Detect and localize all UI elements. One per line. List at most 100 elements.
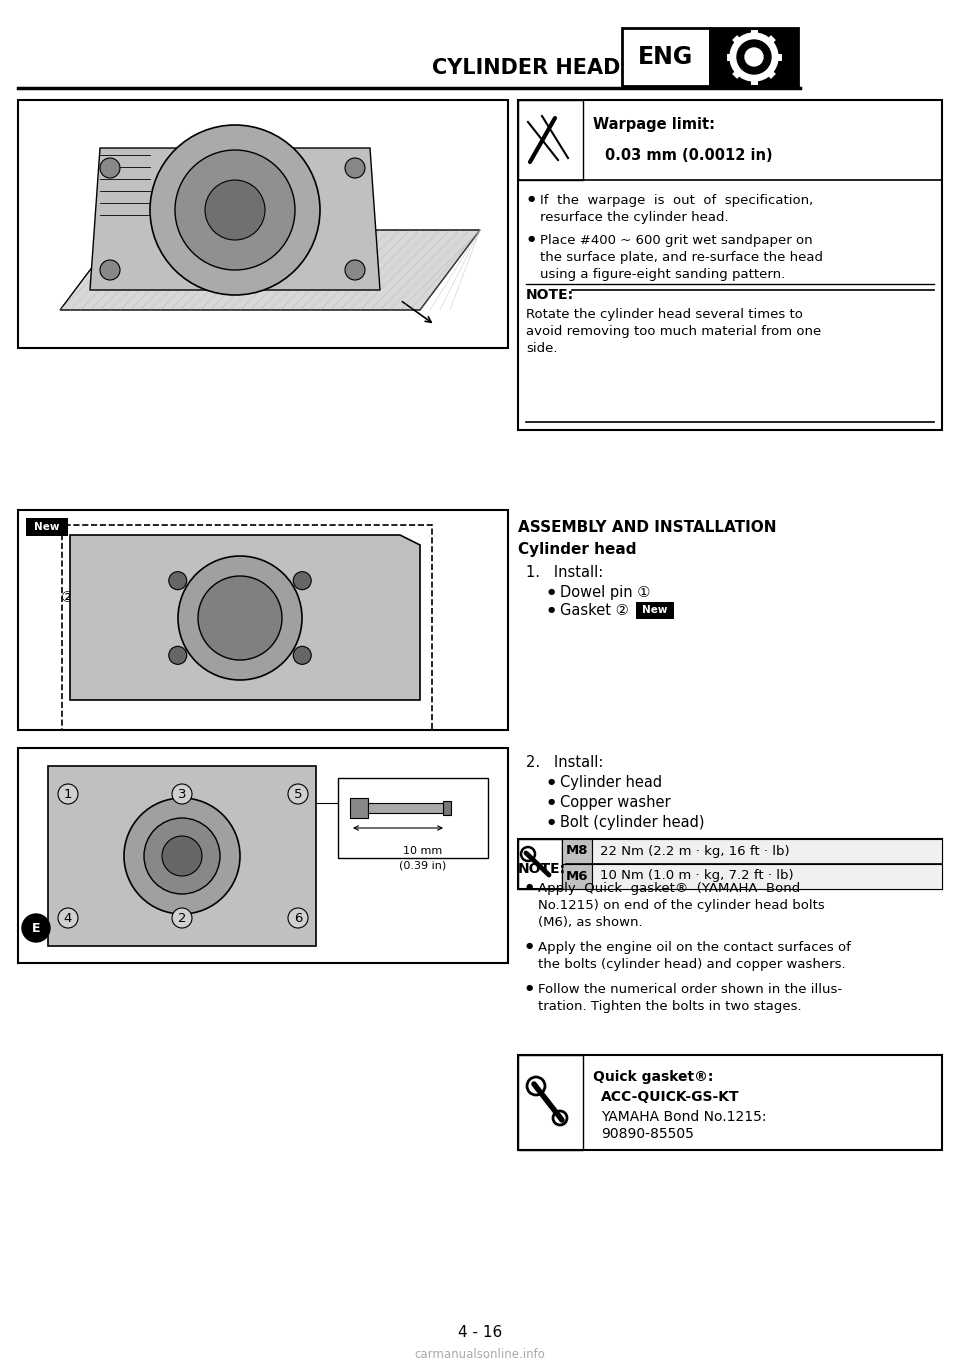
Circle shape <box>58 784 78 804</box>
Text: ●: ● <box>526 881 533 891</box>
Bar <box>636 602 674 619</box>
Text: ●: ● <box>526 983 533 991</box>
Text: ●: ● <box>548 777 555 786</box>
Bar <box>518 1055 942 1150</box>
Bar <box>518 839 942 889</box>
Text: 22 Nm (2.2 m · kg, 16 ft · lb): 22 Nm (2.2 m · kg, 16 ft · lb) <box>600 845 790 857</box>
Circle shape <box>205 181 265 240</box>
Text: 3: 3 <box>178 788 186 800</box>
Text: 2.   Install:: 2. Install: <box>526 755 604 770</box>
Bar <box>368 803 448 813</box>
Circle shape <box>172 784 192 804</box>
Bar <box>18 748 508 963</box>
Circle shape <box>144 818 220 894</box>
Bar <box>622 29 710 86</box>
Text: M6: M6 <box>565 869 588 883</box>
Circle shape <box>22 914 50 942</box>
Circle shape <box>198 576 282 660</box>
Bar <box>26 517 68 536</box>
Circle shape <box>737 39 771 73</box>
Circle shape <box>293 646 311 664</box>
Text: 1: 1 <box>63 788 72 800</box>
Bar <box>350 799 368 818</box>
Text: 4 - 16: 4 - 16 <box>458 1325 502 1340</box>
Text: ①: ① <box>389 540 403 555</box>
Text: 10 Nm (1.0 m · kg, 7.2 ft · lb): 10 Nm (1.0 m · kg, 7.2 ft · lb) <box>600 869 794 883</box>
Text: ②: ② <box>61 591 75 606</box>
Text: YAMAHA Bond No.1215:: YAMAHA Bond No.1215: <box>601 1109 766 1124</box>
Circle shape <box>172 909 192 928</box>
Text: New: New <box>642 606 668 615</box>
Text: 90890-85505: 90890-85505 <box>601 1127 694 1141</box>
Bar <box>18 511 508 731</box>
Text: ASSEMBLY AND INSTALLATION: ASSEMBLY AND INSTALLATION <box>518 520 777 535</box>
Circle shape <box>100 158 120 178</box>
Text: (0.39 in): (0.39 in) <box>399 861 446 870</box>
Text: NOTE:: NOTE: <box>526 288 574 301</box>
Text: Rotate the cylinder head several times to: Rotate the cylinder head several times t… <box>526 308 803 320</box>
Text: resurface the cylinder head.: resurface the cylinder head. <box>540 210 729 224</box>
Bar <box>518 839 562 889</box>
Text: Quick gasket®:: Quick gasket®: <box>593 1070 713 1084</box>
Circle shape <box>169 646 187 664</box>
Text: CYLINDER HEAD: CYLINDER HEAD <box>432 58 620 77</box>
Bar <box>518 100 942 181</box>
Text: the surface plate, and re-surface the head: the surface plate, and re-surface the he… <box>540 251 823 263</box>
Text: avoid removing too much material from one: avoid removing too much material from on… <box>526 325 821 338</box>
Text: Bolt (cylinder head): Bolt (cylinder head) <box>560 815 705 830</box>
Text: 6: 6 <box>294 911 302 925</box>
Bar <box>710 29 798 86</box>
Text: Cylinder head: Cylinder head <box>560 775 662 790</box>
Polygon shape <box>90 148 380 291</box>
Circle shape <box>345 259 365 280</box>
Circle shape <box>175 149 295 270</box>
Text: No.1215) on end of the cylinder head bolts: No.1215) on end of the cylinder head bol… <box>538 899 825 913</box>
Text: ENG: ENG <box>638 45 694 69</box>
Text: ●: ● <box>528 194 536 202</box>
Text: Apply  Quick  gasket®  (YAMAHA  Bond: Apply Quick gasket® (YAMAHA Bond <box>538 881 801 895</box>
Bar <box>518 1055 583 1150</box>
Polygon shape <box>60 230 480 310</box>
Text: ACC-QUICK-GS-KT: ACC-QUICK-GS-KT <box>601 1090 739 1104</box>
Text: using a figure-eight sanding pattern.: using a figure-eight sanding pattern. <box>540 268 785 281</box>
Circle shape <box>178 555 302 680</box>
Text: ●: ● <box>548 606 555 614</box>
Text: If  the  warpage  is  out  of  specification,: If the warpage is out of specification, <box>540 194 813 206</box>
Text: New: New <box>35 521 60 532</box>
Bar <box>443 801 451 815</box>
Circle shape <box>150 125 320 295</box>
Bar <box>592 864 942 889</box>
Text: Apply the engine oil on the contact surfaces of: Apply the engine oil on the contact surf… <box>538 941 851 955</box>
Circle shape <box>293 572 311 589</box>
Text: M8: M8 <box>565 845 588 857</box>
Text: ●: ● <box>526 941 533 951</box>
Bar <box>48 766 316 947</box>
Text: Cylinder head: Cylinder head <box>518 542 636 557</box>
Text: NOTE:: NOTE: <box>518 862 566 876</box>
Polygon shape <box>70 535 420 699</box>
Circle shape <box>162 837 202 876</box>
Text: 4: 4 <box>63 911 72 925</box>
Text: 0.03 mm (0.0012 in): 0.03 mm (0.0012 in) <box>605 148 773 163</box>
Bar <box>518 100 942 430</box>
Text: the bolts (cylinder head) and copper washers.: the bolts (cylinder head) and copper was… <box>538 957 846 971</box>
Text: Gasket ②: Gasket ② <box>560 603 629 618</box>
Text: carmanualsonline.info: carmanualsonline.info <box>415 1348 545 1358</box>
Bar <box>18 100 508 348</box>
Text: 10 mm: 10 mm <box>403 846 443 856</box>
Text: Place #400 ~ 600 grit wet sandpaper on: Place #400 ~ 600 grit wet sandpaper on <box>540 234 812 247</box>
Text: ●: ● <box>548 797 555 807</box>
Circle shape <box>169 572 187 589</box>
Text: (M6), as shown.: (M6), as shown. <box>538 917 642 929</box>
Bar <box>562 864 592 889</box>
Text: ①: ① <box>89 678 103 693</box>
Bar <box>518 100 583 181</box>
Text: ●: ● <box>528 234 536 243</box>
Text: 5: 5 <box>294 788 302 800</box>
Text: 1.   Install:: 1. Install: <box>526 565 603 580</box>
Circle shape <box>100 259 120 280</box>
Text: ●: ● <box>548 818 555 826</box>
Bar <box>338 778 488 858</box>
Circle shape <box>745 48 763 67</box>
Bar <box>62 526 432 731</box>
